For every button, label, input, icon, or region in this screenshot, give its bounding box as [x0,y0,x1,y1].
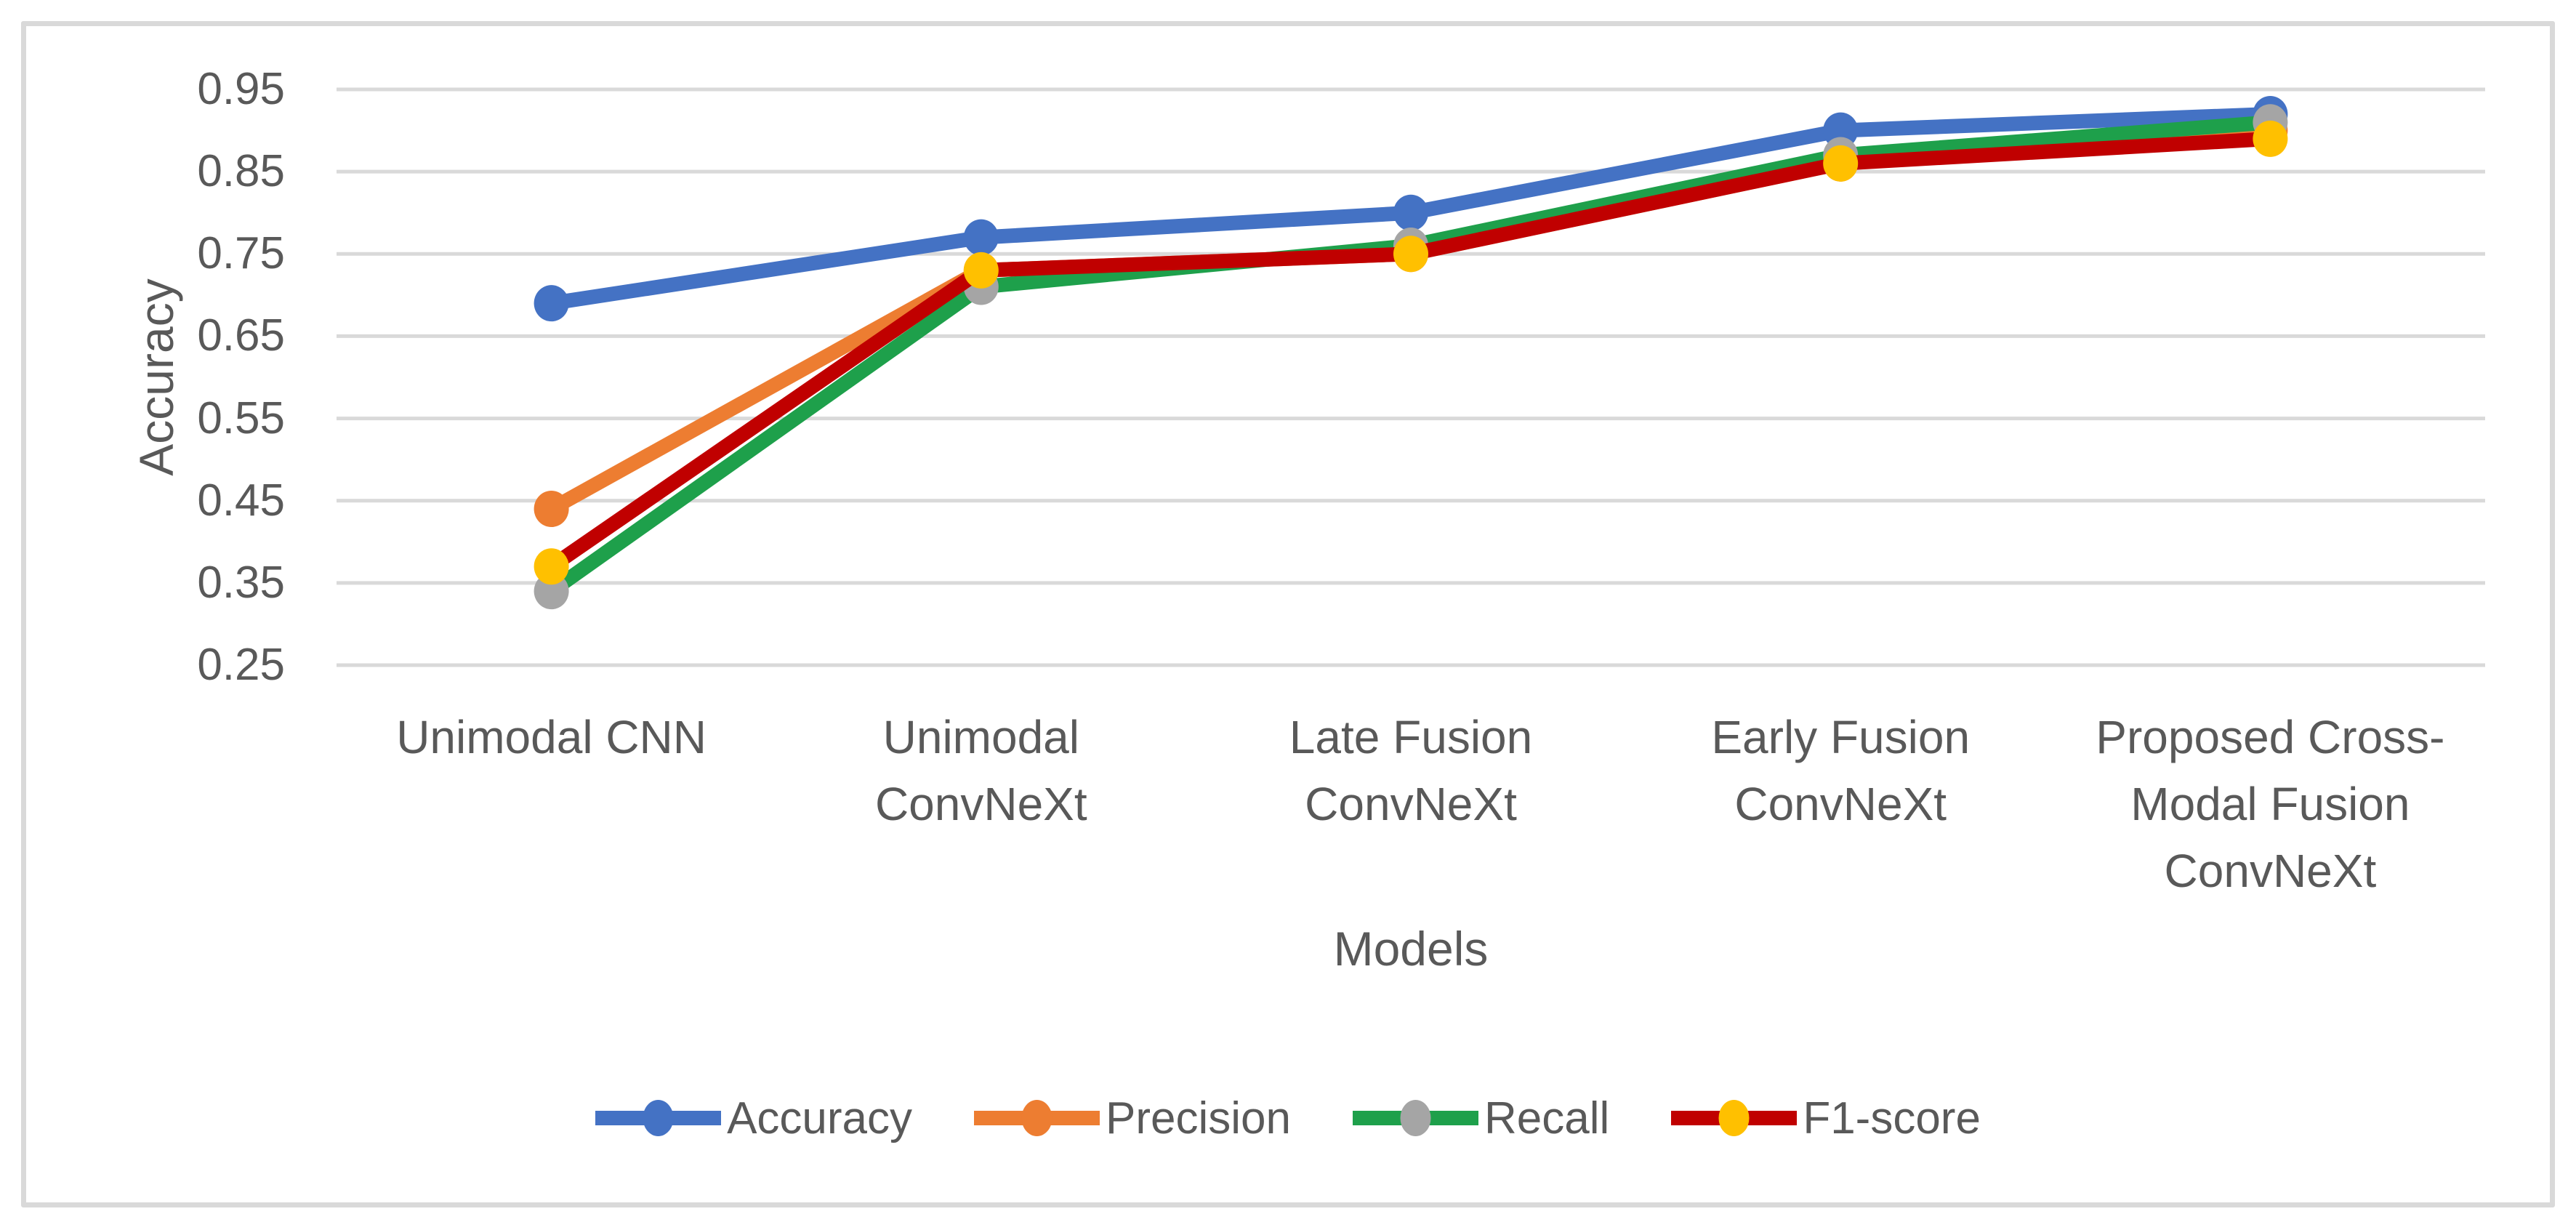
data-point-accuracy [534,285,569,322]
x-tick-label-line: ConvNeXt [1734,778,1947,830]
series-line-recall [547,115,2271,598]
legend-item-accuracy: Accuracy [595,1082,912,1154]
legend-swatch-accuracy [595,1100,722,1136]
y-tick-label: 0.45 [197,475,285,526]
data-point-f1-score [534,548,569,585]
x-tick-label: Unimodal CNN [337,704,767,771]
data-point-f1-score [1393,236,1428,273]
x-tick-label-line: ConvNeXt [2164,845,2377,897]
legend-marker [1400,1100,1431,1136]
y-tick-label: 0.85 [197,146,285,197]
legend-item-precision: Precision [974,1082,1291,1154]
data-point-accuracy [1393,194,1428,231]
y-tick-label: 0.95 [197,64,285,114]
x-tick-label: Unimodal ConvNeXt [766,704,1196,837]
x-tick-label: Early Fusion ConvNeXt [1625,704,2056,837]
legend-label: Accuracy [727,1093,913,1143]
legend-marker [1718,1100,1750,1136]
x-axis-title: Models [1333,922,1489,976]
y-tick-label: 0.35 [197,557,285,608]
x-tick-label-line: Unimodal [882,711,1079,763]
data-point-precision [534,491,569,528]
y-tick-label: 0.25 [197,640,285,690]
x-tick-label-line: Unimodal CNN [396,711,707,763]
x-tick-label-line: Proposed Cross- [2096,711,2445,763]
x-tick-label-line: Late Fusion [1289,711,1533,763]
x-tick-label: Proposed Cross- Modal Fusion ConvNeXt [2055,704,2485,904]
y-tick-label: 0.75 [197,228,285,279]
legend-swatch-f1-score [1671,1100,1798,1136]
x-tick-label: Late Fusion ConvNeXt [1196,704,1626,837]
data-point-f1-score [2253,120,2288,157]
data-point-f1-score [1823,145,1859,182]
data-point-accuracy [963,219,999,256]
legend-label: Recall [1484,1093,1610,1143]
legend: Accuracy Precision Recall F1-score [0,1082,2576,1154]
x-tick-label-line: ConvNeXt [1305,778,1517,830]
x-tick-label-line: Modal Fusion [2130,778,2410,830]
legend-item-recall: Recall [1353,1082,1609,1154]
series-line-precision [547,123,2271,515]
legend-marker [643,1100,674,1136]
data-point-f1-score [963,252,999,289]
legend-label: Precision [1106,1093,1292,1143]
y-tick-label: 0.55 [197,393,285,443]
legend-swatch-precision [974,1100,1100,1136]
x-tick-label-line: ConvNeXt [874,778,1087,830]
legend-swatch-recall [1353,1100,1479,1136]
legend-label: F1-score [1803,1093,1981,1143]
legend-marker [1021,1100,1052,1136]
x-tick-label-line: Early Fusion [1711,711,1971,763]
y-tick-label: 0.65 [197,310,285,361]
legend-item-f1-score: F1-score [1671,1082,1981,1154]
